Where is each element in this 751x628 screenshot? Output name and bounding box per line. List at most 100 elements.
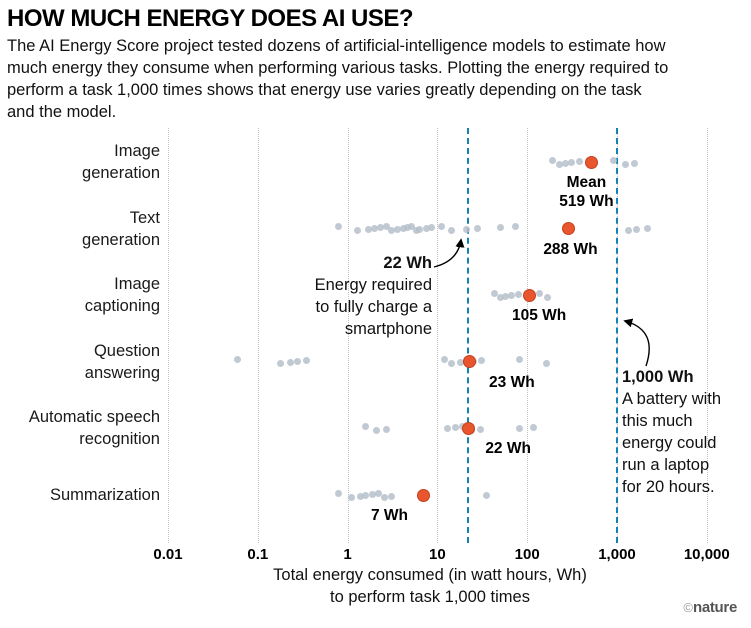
mean-label: 105 Wh xyxy=(511,307,567,325)
row-label: Image generation xyxy=(82,142,160,182)
data-point xyxy=(428,224,436,232)
data-point xyxy=(490,289,498,297)
mean-point xyxy=(416,488,430,502)
data-point xyxy=(404,224,412,232)
data-point xyxy=(633,226,641,234)
x-tick-label: 0.1 xyxy=(247,546,269,563)
mean-point xyxy=(522,288,536,302)
chart-title: HOW MUCH ENERGY DOES AI USE? xyxy=(7,5,414,32)
credit-name: nature xyxy=(692,599,737,616)
data-point xyxy=(294,358,302,366)
annotation-smartphone-line: smartphone xyxy=(344,320,432,338)
x-axis-title-line1: Total energy consumed (in watt hours, Wh… xyxy=(273,566,587,584)
data-point xyxy=(502,292,510,300)
mean-point xyxy=(461,421,475,435)
annotation-laptop-value: 1,000 Wh xyxy=(622,368,694,386)
annotation-laptop-line: for 20 hours. xyxy=(622,478,715,496)
data-point xyxy=(441,356,448,364)
x-gridline xyxy=(706,128,708,543)
data-point xyxy=(530,423,538,431)
data-point xyxy=(382,425,390,433)
data-point xyxy=(548,156,556,164)
data-point xyxy=(335,489,343,497)
x-tick-label: 1,000 xyxy=(598,546,636,563)
mean-label: 22 Wh xyxy=(485,440,531,458)
row-label: Automatic speech recognition xyxy=(28,408,160,449)
data-point xyxy=(448,227,456,235)
annotation-laptop-line: run a laptop xyxy=(622,456,710,474)
mean-label: 23 Wh xyxy=(489,373,535,391)
data-point xyxy=(412,227,420,235)
mean-label: Mean 519 Wh xyxy=(559,174,614,210)
row-label: Text generation xyxy=(82,208,160,249)
annotation-smartphone: 22 Wh Energy required to fully charge a … xyxy=(315,252,432,340)
data-point xyxy=(373,426,381,434)
data-point xyxy=(388,227,396,235)
data-point xyxy=(376,224,384,232)
row-label: Image captioning xyxy=(84,275,160,316)
data-point xyxy=(544,293,552,301)
data-point xyxy=(448,360,456,368)
x-gridline xyxy=(257,128,259,543)
data-point xyxy=(478,357,486,365)
data-point xyxy=(630,159,638,167)
data-point xyxy=(357,492,365,500)
data-point xyxy=(496,293,504,301)
data-point xyxy=(644,225,652,233)
x-gridline xyxy=(437,128,439,543)
x-gridline xyxy=(168,128,169,543)
data-point xyxy=(456,359,464,367)
data-point xyxy=(462,226,470,234)
data-point xyxy=(277,360,285,368)
data-point xyxy=(286,359,294,367)
x-gridline xyxy=(347,128,349,543)
data-point xyxy=(362,491,370,499)
data-point xyxy=(512,223,520,231)
data-point xyxy=(303,357,311,365)
data-point xyxy=(508,291,516,299)
data-point xyxy=(543,360,551,368)
data-point xyxy=(568,158,576,166)
reference-line xyxy=(467,128,470,543)
data-point xyxy=(369,490,377,498)
row-label: Question answering xyxy=(84,341,160,382)
data-point xyxy=(622,160,630,168)
mean-point xyxy=(463,355,477,369)
data-point xyxy=(476,425,484,433)
data-point xyxy=(382,223,390,231)
data-point xyxy=(371,225,379,233)
data-point xyxy=(516,356,524,364)
annotation-laptop: 1,000 Wh A battery with this much energy… xyxy=(622,366,742,498)
reference-line xyxy=(616,128,618,543)
mean-point xyxy=(561,222,575,236)
x-tick-label: 1 xyxy=(343,546,352,563)
x-tick-label: 10,000 xyxy=(683,546,730,563)
chart-description: The AI Energy Score project tested dozen… xyxy=(7,37,669,121)
data-point xyxy=(516,424,524,432)
data-point xyxy=(496,224,504,232)
data-point xyxy=(234,356,242,364)
nature-credit: ©nature xyxy=(683,599,737,616)
annotation-laptop-line: A battery with xyxy=(622,390,722,408)
data-point xyxy=(474,225,482,233)
data-point xyxy=(354,227,362,235)
data-point xyxy=(514,290,522,298)
data-point xyxy=(536,289,544,297)
data-point xyxy=(610,156,618,164)
data-point xyxy=(394,226,402,234)
row-label: Summarization xyxy=(49,486,160,504)
mean-label: 7 Wh xyxy=(370,507,408,524)
data-point xyxy=(381,493,389,501)
x-axis-title-line2: to perform task 1,000 times xyxy=(330,588,530,606)
data-point xyxy=(335,223,343,231)
data-point xyxy=(444,424,452,432)
data-point xyxy=(437,223,445,231)
data-point xyxy=(400,225,408,233)
mean-point xyxy=(584,155,598,169)
data-point xyxy=(374,489,382,497)
mean-label: 288 Wh xyxy=(543,240,598,258)
x-tick-label: 100 xyxy=(514,546,540,563)
annotation-smartphone-value: 22 Wh xyxy=(383,254,432,272)
